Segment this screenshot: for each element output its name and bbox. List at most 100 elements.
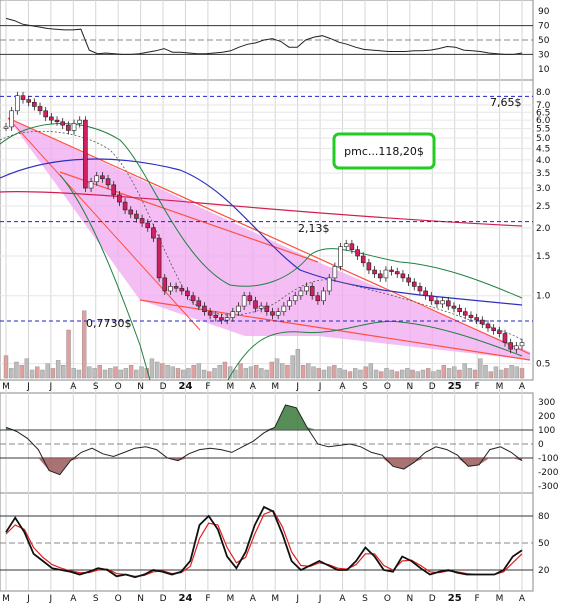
volume-bar xyxy=(186,368,191,379)
candle-body xyxy=(514,345,519,350)
cci-tick-label: 0 xyxy=(538,440,544,450)
ma-100-line xyxy=(0,158,523,306)
market-cap-box xyxy=(332,132,436,170)
price-level-lines xyxy=(0,95,533,322)
volume-bar xyxy=(347,371,353,379)
rsi-axis: 90 70 50 30 10 xyxy=(538,7,550,75)
month-label: M xyxy=(496,382,504,392)
volume-bar xyxy=(478,358,483,379)
volume-bar xyxy=(514,366,519,379)
volume-bar xyxy=(217,365,222,379)
candle-body xyxy=(111,184,117,196)
volume-bar xyxy=(3,355,9,379)
stoch-k-line xyxy=(5,505,523,579)
month-label: J xyxy=(318,594,322,604)
candle-body xyxy=(287,300,292,307)
month-label: 24 xyxy=(179,381,193,392)
candle-body xyxy=(213,314,219,318)
cci-tick-label: -200 xyxy=(538,468,559,478)
month-label: O xyxy=(115,382,122,392)
volume-bar xyxy=(295,349,301,379)
volume-bar xyxy=(19,365,24,379)
candle-body xyxy=(417,286,423,292)
month-label: M xyxy=(2,594,10,604)
volume-bar xyxy=(61,365,66,379)
month-label: 24 xyxy=(179,593,193,604)
stoch-panel xyxy=(0,492,534,592)
candle-body xyxy=(139,218,145,224)
month-label: J xyxy=(295,382,299,392)
price-tick-label: 3.0 xyxy=(536,184,551,194)
candle-body xyxy=(43,110,48,118)
candle-body xyxy=(236,305,241,312)
candle-body xyxy=(434,300,440,305)
volume-bar xyxy=(14,361,19,379)
cci-tick-label: -300 xyxy=(538,482,559,492)
price-tick-label: 6.0 xyxy=(536,116,551,126)
vertical-gridlines xyxy=(5,0,523,590)
cci-axis: 300 200 100 0 -100 -200 -300 xyxy=(538,398,559,492)
rsi-line xyxy=(5,17,523,55)
volume-bar xyxy=(441,365,447,379)
volume-bar xyxy=(40,369,45,379)
volume-bar xyxy=(55,360,61,379)
month-label: D xyxy=(160,594,167,604)
volume-bar xyxy=(321,369,327,379)
month-label: M xyxy=(271,594,279,604)
month-label: M xyxy=(226,382,234,392)
candle-body xyxy=(343,243,349,247)
volume-bar xyxy=(462,363,467,379)
volume-bar xyxy=(45,363,50,379)
cci-tick-label: 300 xyxy=(538,398,555,408)
candle-body xyxy=(326,277,332,292)
volume-bar xyxy=(311,366,316,379)
volume-bar xyxy=(50,368,56,379)
month-label: D xyxy=(429,382,436,392)
volume-bar xyxy=(436,369,441,379)
volume-bar xyxy=(253,365,259,379)
volume-bar xyxy=(139,366,144,379)
volume-bar xyxy=(201,369,207,379)
volume-bar xyxy=(498,369,504,379)
candle-body xyxy=(383,269,389,279)
candle-body xyxy=(3,126,9,129)
candle-body xyxy=(468,314,474,318)
candle-body xyxy=(156,237,162,279)
volume-bar xyxy=(207,371,212,379)
volume-bar xyxy=(285,365,290,379)
candle-body xyxy=(241,295,247,307)
candle-body xyxy=(88,181,94,189)
candle-body xyxy=(145,222,151,229)
volume-bar xyxy=(394,371,400,379)
candle-body xyxy=(26,99,31,103)
volume-bar xyxy=(452,366,457,379)
volume-bar xyxy=(24,358,30,379)
rsi-tick-label: 10 xyxy=(538,65,550,75)
candle-body xyxy=(389,269,394,272)
month-label: O xyxy=(115,594,122,604)
month-label: F xyxy=(205,382,210,392)
candle-body xyxy=(83,119,88,189)
candle-body xyxy=(185,290,190,297)
volume-bar xyxy=(379,371,384,379)
month-label: 25 xyxy=(448,593,462,604)
candle-body xyxy=(451,305,457,309)
month-label: M xyxy=(226,594,234,604)
volume-bar xyxy=(384,368,389,379)
cci-tick-label: -100 xyxy=(538,454,559,464)
candle-body xyxy=(179,287,185,292)
candle-body xyxy=(258,305,264,309)
volume-bar xyxy=(373,369,379,379)
volume-bar xyxy=(483,365,488,379)
wedge-left-line xyxy=(7,117,201,331)
price-tick-label: 4.0 xyxy=(536,156,551,166)
price-candles xyxy=(3,91,525,354)
month-label: A xyxy=(519,594,526,604)
volume-bar xyxy=(431,371,436,379)
bollinger-upper-line xyxy=(0,123,523,299)
volume-bar xyxy=(149,358,155,379)
month-label: A xyxy=(250,594,257,604)
month-label: F xyxy=(475,382,480,392)
candle-body xyxy=(168,286,173,292)
